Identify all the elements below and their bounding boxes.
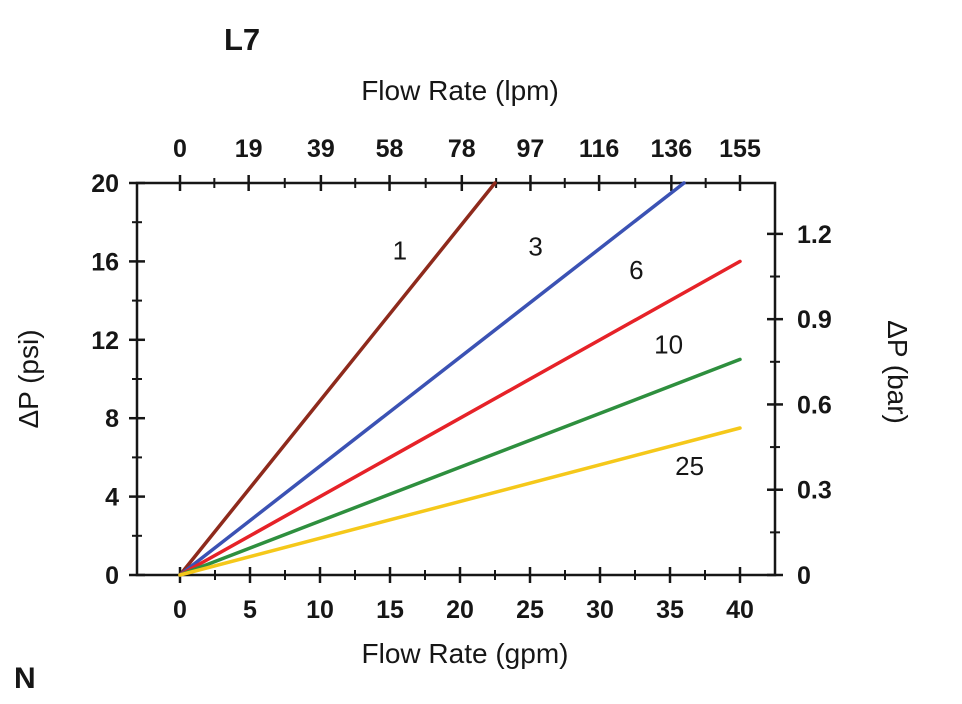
y-right-axis-title: ΔP (bar) (882, 320, 913, 424)
tick-label-left: 8 (105, 405, 119, 433)
tick-label-bottom: 5 (243, 596, 257, 624)
corner-label: N (14, 662, 36, 695)
series-label-6: 6 (629, 255, 643, 285)
tick-label-bottom: 35 (656, 596, 684, 624)
tick-label-left: 20 (91, 170, 119, 198)
series-line-25 (178, 426, 742, 577)
tick-label-left: 16 (91, 248, 119, 276)
tick-label-top: 39 (307, 135, 335, 163)
tick-label-bottom: 15 (376, 596, 404, 624)
plot-border (135, 181, 777, 577)
axis-ticks (129, 175, 783, 583)
tick-label-right: 0.9 (797, 306, 832, 334)
chart-title: L7 (224, 22, 260, 57)
series-label-1: 1 (393, 235, 407, 265)
tick-label-top: 136 (650, 135, 692, 163)
tick-label-right: 0.6 (797, 391, 832, 419)
axis-tick-labels: 0 5 10 15 20 25 30 35 400 19 39 58 78 97 116 136 1550481… (91, 135, 832, 624)
tick-label-bottom: 0 (173, 596, 187, 624)
tick-label-bottom: 25 (516, 596, 544, 624)
tick-label-right: 0.3 (797, 477, 832, 505)
x-bottom-axis-title: Flow Rate (gpm) (362, 638, 569, 669)
tick-label-top: 78 (448, 135, 476, 163)
series-line-10 (178, 357, 742, 577)
tick-label-bottom: 40 (726, 596, 754, 624)
y-left-axis-title: ΔP (psi) (13, 329, 44, 428)
tick-label-right: 1.2 (797, 221, 832, 249)
tick-label-bottom: 20 (446, 596, 474, 624)
series-label-10: 10 (654, 330, 683, 360)
tick-label-left: 4 (105, 484, 119, 512)
x-top-axis-title: Flow Rate (lpm) (361, 75, 559, 106)
series-lines (178, 181, 742, 577)
tick-label-left: 0 (105, 562, 119, 590)
tick-label-top: 116 (579, 135, 619, 163)
tick-label-top: 0 (173, 135, 187, 163)
tick-label-top: 19 (235, 135, 263, 163)
tick-label-top: 97 (517, 135, 545, 163)
tick-label-right: 0 (797, 562, 811, 590)
series-labels: 1 3 6 10 25 (393, 232, 704, 482)
series-line-3 (178, 181, 686, 577)
plot-frame (135, 181, 777, 577)
series-label-25: 25 (675, 451, 704, 481)
tick-label-left: 12 (91, 327, 119, 355)
tick-label-top: 155 (719, 135, 761, 163)
series-line-1 (178, 181, 497, 577)
series-line-6 (178, 259, 742, 577)
tick-label-top: 58 (376, 135, 404, 163)
tick-label-bottom: 30 (586, 596, 614, 624)
series-label-3: 3 (528, 232, 542, 262)
tick-label-bottom: 10 (306, 596, 334, 624)
